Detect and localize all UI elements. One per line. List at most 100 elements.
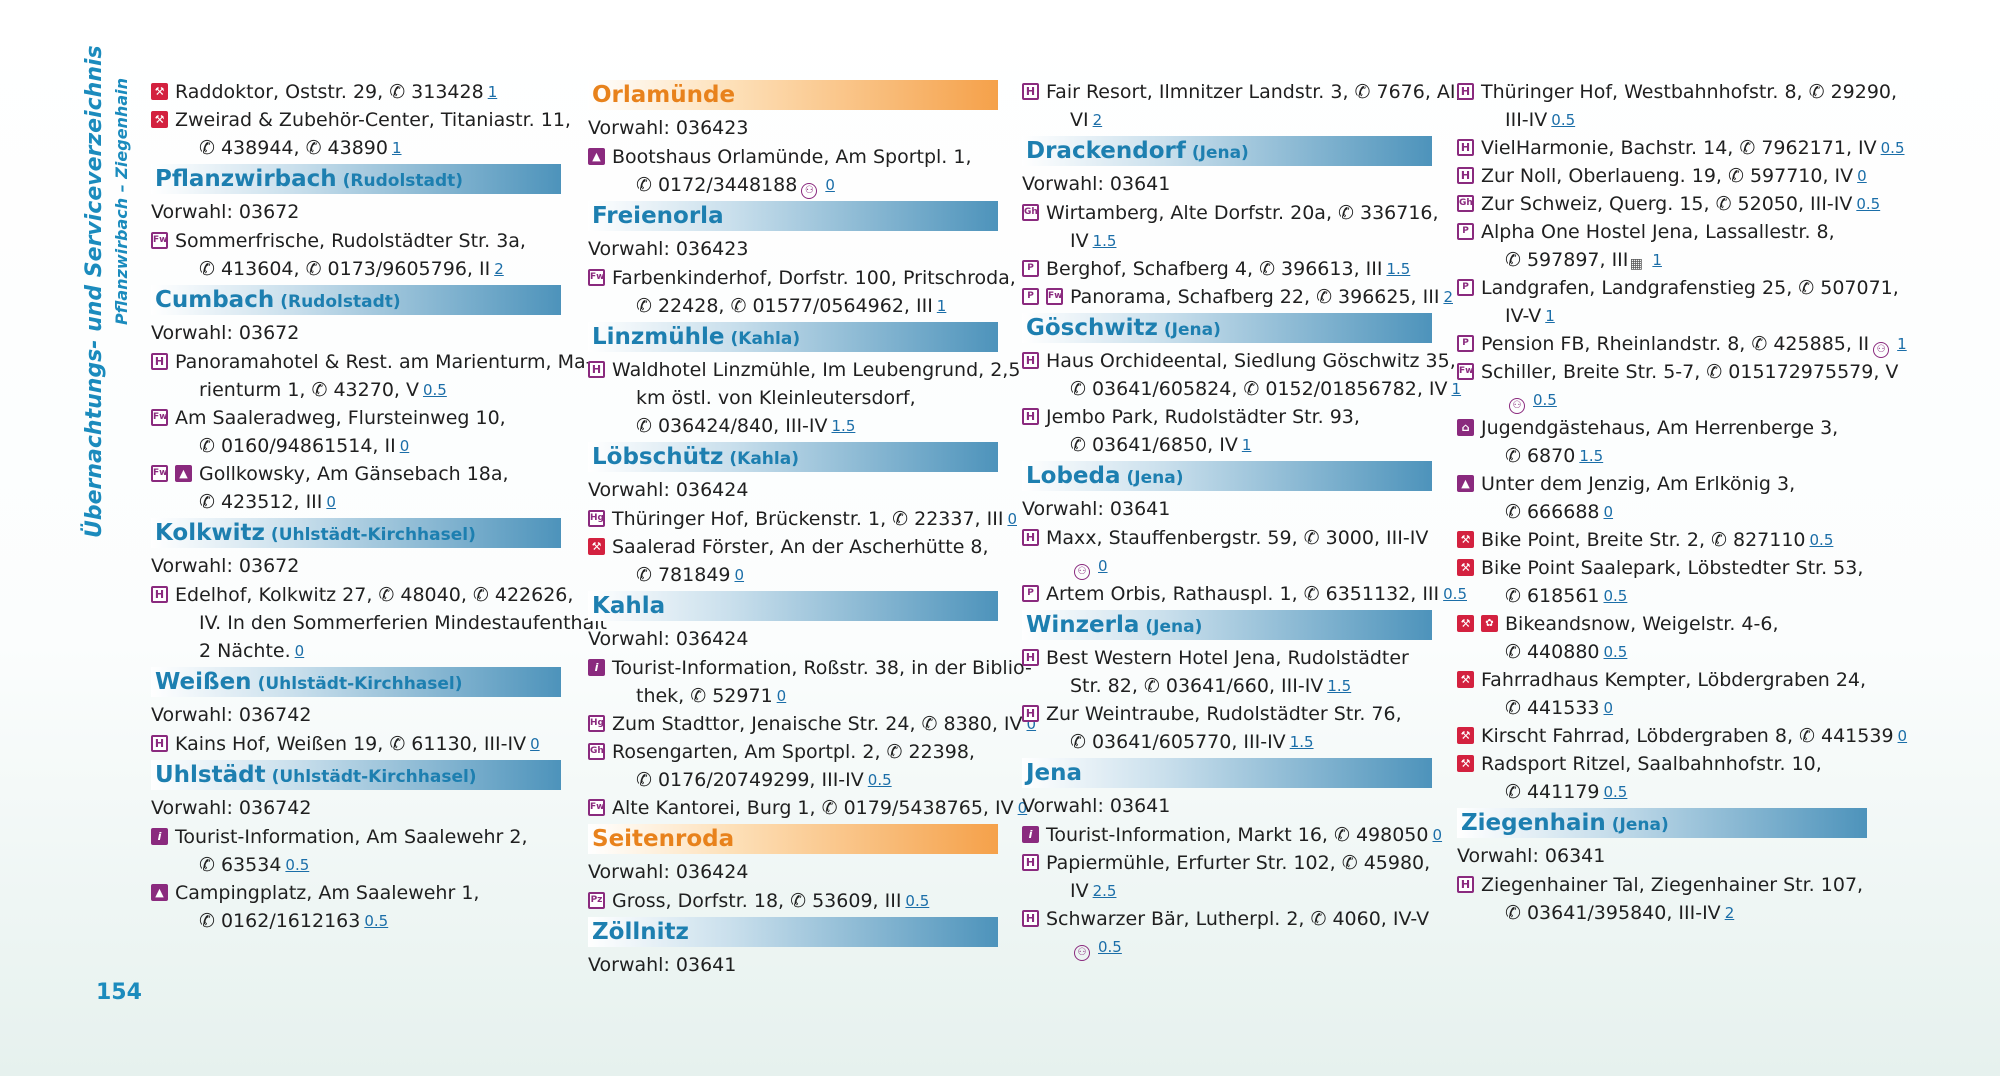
listing-entry: ⚒ Fahrradhaus Kempter, Löbdergraben 24, ✆ …	[1457, 666, 1867, 722]
distance-to-route: 1	[391, 139, 402, 157]
area-code: Vorwahl: 03641	[1022, 173, 1171, 195]
entry-text: Haus Orchideental, Siedlung Göschwitz 35…	[1046, 350, 1456, 372]
entry-line: ✆ 413604, ✆ 0173/9605796, II 2	[175, 255, 561, 283]
distance-to-route: 1	[936, 297, 947, 315]
place-heading: Kahla	[588, 591, 998, 621]
distance-to-route: 1	[487, 83, 498, 101]
hotel-icon: H	[1022, 83, 1039, 100]
listing-entry: Fw ▲ Gollkowsky, Am Gänsebach 18a, ✆ 423512…	[151, 460, 561, 516]
entry-text: Zur Weintraube, Rudolstädter Str. 76,	[1046, 703, 1402, 725]
entry-text: ✆ 423512, III	[199, 491, 323, 513]
listing-entry: H Zur Noll, Oberlaueng. 19, ✆ 597710, IV 0	[1457, 162, 1867, 190]
pension-icon: P	[1457, 335, 1474, 352]
entry-text: Gollkowsky, Am Gänsebach 18a,	[199, 463, 509, 485]
entry-line: Zur Noll, Oberlaueng. 19, ✆ 597710, IV 0	[1481, 162, 1867, 190]
entry-text: ✆ 036424/840, III-IV	[636, 415, 828, 437]
listing-entry: H Edelhof, Kolkwitz 27, ✆ 48040, ✆ 422626…	[151, 581, 607, 665]
hotel-icon: H	[588, 361, 605, 378]
entry-text: Fair Resort, Ilmnitzer Landstr. 3, ✆ 767…	[1046, 81, 1462, 103]
entry-text: Panorama, Schafberg 22, ✆ 396625, III	[1070, 286, 1440, 308]
entry-line: Pension FB, Rheinlandstr. 8, ✆ 425885, I…	[1481, 330, 1907, 358]
area-code: Vorwahl: 03672	[151, 322, 300, 344]
entry-line: Landgrafen, Landgrafenstieg 25, ✆ 507071…	[1481, 274, 1899, 302]
distance-to-route: 0	[1098, 557, 1108, 575]
holiday-flat-icon: Fw	[151, 232, 168, 249]
entry-line: Papiermühle, Erfurter Str. 102, ✆ 45980,	[1046, 849, 1432, 877]
entry-text: Kirscht Fahrrad, Löbdergraben 8, ✆ 44153…	[1481, 725, 1894, 747]
entry-text: ✆ 413604, ✆ 0173/9605796, II	[199, 258, 491, 280]
entry-line: Zweirad & Zubehör-Center, Titaniastr. 11…	[175, 106, 571, 134]
holiday-flat-icon: Fw	[1457, 363, 1474, 380]
bike-service-icon: ⚒	[151, 83, 168, 100]
place-heading: Ziegenhain (Jena)	[1457, 808, 1867, 838]
entry-text: Kains Hof, Weißen 19, ✆ 61130, III-IV	[175, 733, 527, 755]
distance-to-route: 0.5	[422, 381, 447, 399]
distance-to-route: 1.5	[1092, 232, 1117, 250]
listing-entry: P Alpha One Hostel Jena, Lassallestr. 8, ✆…	[1457, 218, 1867, 274]
place-name: Orlamünde	[592, 82, 736, 108]
entry-text: III-IV	[1505, 109, 1548, 131]
campsite-icon: ▲	[1457, 475, 1474, 492]
entry-line: ✆ 666688 0	[1481, 498, 1867, 526]
listing-column-4: H Thüringer Hof, Westbahnhofstr. 8, ✆ 292…	[1457, 78, 1907, 927]
hotel-icon: H	[1022, 705, 1039, 722]
listing-entry: ⚒ Saalerad Förster, An der Ascherhütte 8,…	[588, 533, 998, 589]
place-district: (Jena)	[1611, 815, 1669, 835]
entry-text: Tourist-Information, Roßstr. 38, in der …	[612, 657, 1032, 679]
distance-to-route: 1.5	[1386, 260, 1411, 278]
place-heading: Seitenroda	[588, 824, 998, 854]
listing-entry: i Tourist-Information, Markt 16, ✆ 498050…	[1022, 821, 1442, 849]
entry-line: 2 Nächte. 0	[175, 637, 561, 665]
distance-to-route: 0.5	[1603, 587, 1628, 605]
distance-to-route: 0.5	[1603, 643, 1628, 661]
distance-to-route: 2	[1724, 904, 1735, 922]
distance-to-route: 1.5	[1289, 733, 1314, 751]
entry-line: ✆ 0160/94861514, II 0	[175, 432, 561, 460]
listing-entry: H Schwarzer Bär, Lutherpl. 2, ✆ 4060, IV-…	[1022, 905, 1432, 961]
hotel-icon: H	[1022, 649, 1039, 666]
entry-text: Schwarzer Bär, Lutherpl. 2, ✆ 4060, IV-V	[1046, 908, 1430, 930]
entry-text: ✆ 63534	[199, 854, 282, 876]
entry-line: Str. 82, ✆ 03641/660, III-IV 1.5	[1046, 672, 1432, 700]
entry-text: ✆ 03641/395840, III-IV	[1505, 902, 1721, 924]
listing-entry: ⚒ Raddoktor, Oststr. 29, ✆ 313428 1	[151, 78, 561, 106]
listing-entry: H Thüringer Hof, Westbahnhofstr. 8, ✆ 292…	[1457, 78, 1897, 134]
entry-line: Saalerad Förster, An der Ascherhütte 8,	[612, 533, 998, 561]
entry-text: ✆ 03641/605824, ✆ 0152/01856782, IV	[1070, 378, 1448, 400]
entry-text: Zur Noll, Oberlaueng. 19, ✆ 597710, IV	[1481, 165, 1854, 187]
listing-entry: H Maxx, Stauffenbergstr. 59, ✆ 3000, III-…	[1022, 524, 1432, 580]
guesthouse-icon: Hg	[588, 510, 605, 527]
tourist-info-icon: i	[1022, 826, 1039, 843]
entry-text: Best Western Hotel Jena, Rudolstädter	[1046, 647, 1409, 669]
pension-icon: P	[1022, 585, 1039, 602]
distance-to-route: 1	[1451, 380, 1462, 398]
campsite-icon: ▲	[588, 148, 605, 165]
entry-text: Zur Schweiz, Querg. 15, ✆ 52050, III-IV	[1481, 193, 1853, 215]
distance-to-route: 1.5	[831, 417, 856, 435]
listing-entry: H Jembo Park, Rudolstädter Str. 93, ✆ 0364…	[1022, 403, 1432, 459]
entry-line: Alpha One Hostel Jena, Lassallestr. 8,	[1481, 218, 1867, 246]
entry-line: Berghof, Schafberg 4, ✆ 396613, III 1.5	[1046, 255, 1432, 283]
bike-service-icon: ⚒	[1457, 615, 1474, 632]
entry-line: ✆ 6870 1.5	[1481, 442, 1867, 470]
place-heading: Cumbach (Rudolstadt)	[151, 285, 561, 315]
distance-to-route: 0	[776, 687, 787, 705]
entry-line: ✆ 0162/1612163 0.5	[175, 907, 561, 935]
distance-to-route: 0	[1857, 167, 1867, 185]
distance-to-route: 0	[294, 642, 305, 660]
entry-line: Best Western Hotel Jena, Rudolstädter	[1046, 644, 1432, 672]
hotel-icon: H	[151, 586, 168, 603]
bike-service-icon: ⚒	[1457, 559, 1474, 576]
entry-text: ✆ 0162/1612163	[199, 910, 361, 932]
entry-text: Fahrradhaus Kempter, Löbdergraben 24,	[1481, 669, 1867, 691]
listing-entry: P Landgrafen, Landgrafenstieg 25, ✆ 50707…	[1457, 274, 1899, 330]
entry-line: ⚇ 0	[1046, 552, 1432, 580]
distance-to-route: 0	[399, 437, 410, 455]
place-heading: Jena	[1022, 758, 1432, 788]
entry-line: ⚇ 0.5	[1046, 933, 1432, 961]
distance-to-route: 0	[1603, 503, 1614, 521]
entry-text: Berghof, Schafberg 4, ✆ 396613, III	[1046, 258, 1383, 280]
entry-line: ✆ 03641/605770, III-IV 1.5	[1046, 728, 1432, 756]
entry-text: Waldhotel Linzmühle, Im Leubengrund, 2,5	[612, 359, 1021, 381]
place-district: (Uhlstädt-Kirchhasel)	[257, 674, 463, 694]
